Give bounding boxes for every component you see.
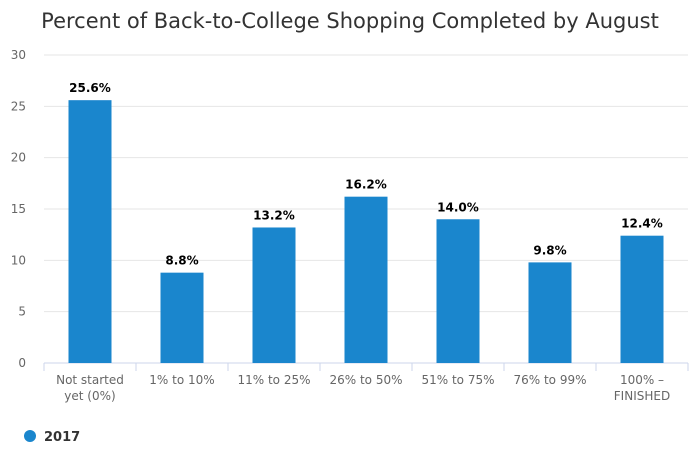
data-label: 8.8%	[165, 254, 198, 268]
y-tick-label: 10	[11, 253, 26, 267]
y-tick-label: 5	[18, 305, 26, 319]
legend-label-2017: 2017	[44, 430, 80, 445]
x-tick-label: 26% to 50%	[329, 373, 402, 387]
data-label: 25.6%	[69, 81, 111, 95]
x-tick-label: yet (0%)	[64, 389, 115, 403]
legend-marker	[24, 430, 36, 442]
y-axis: 0 5 10 15 20 25 30	[11, 48, 26, 370]
data-label: 9.8%	[533, 243, 566, 257]
data-label: 16.2%	[345, 178, 387, 192]
x-tick-label: Not started	[56, 373, 124, 387]
bar[interactable]	[252, 227, 296, 363]
y-tick-label: 30	[11, 48, 26, 62]
y-tick-label: 15	[11, 202, 26, 216]
legend[interactable]: 2017	[24, 430, 80, 445]
chart-title: Percent of Back-to-College Shopping Comp…	[41, 9, 659, 33]
data-labels: 25.6% 8.8% 13.2% 16.2% 14.0% 9.8% 12.4%	[69, 81, 663, 267]
x-tick-label: 76% to 99%	[513, 373, 586, 387]
bar[interactable]	[68, 100, 112, 363]
x-tick-label: FINISHED	[614, 389, 670, 403]
bar[interactable]	[160, 272, 204, 363]
bar[interactable]	[436, 219, 480, 363]
bar[interactable]	[620, 235, 664, 363]
bar[interactable]	[344, 196, 388, 363]
bar[interactable]	[528, 262, 572, 363]
data-label: 14.0%	[437, 200, 479, 214]
x-tick-label: 1% to 10%	[149, 373, 214, 387]
data-label: 12.4%	[621, 217, 663, 231]
x-tick-label: 11% to 25%	[237, 373, 310, 387]
data-label: 13.2%	[253, 208, 295, 222]
y-tick-label: 25	[11, 99, 26, 113]
x-tick-label: 51% to 75%	[421, 373, 494, 387]
y-tick-label: 0	[18, 356, 26, 370]
bars	[68, 100, 664, 363]
y-tick-label: 20	[11, 151, 26, 165]
x-tick-label: 100% –	[620, 373, 664, 387]
x-axis: Not started yet (0%) 1% to 10% 11% to 25% 26…	[43, 363, 689, 403]
